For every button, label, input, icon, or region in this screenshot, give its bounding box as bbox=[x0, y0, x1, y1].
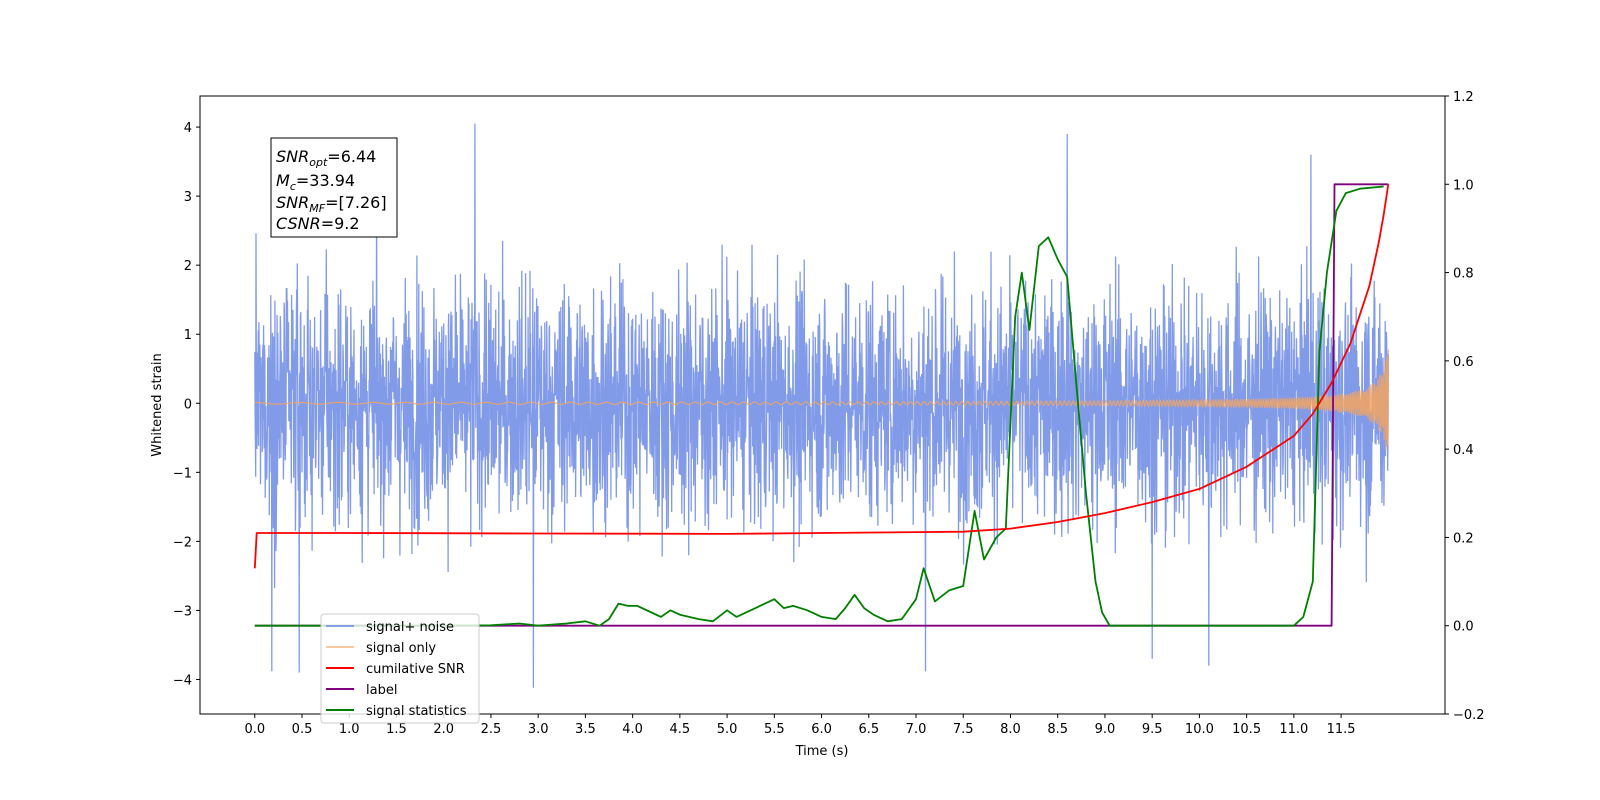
series-label bbox=[254, 183, 1389, 627]
y-tick-label-right: 0.8 bbox=[1453, 267, 1474, 282]
y-tick-label-left: −2 bbox=[173, 535, 192, 550]
series-layer bbox=[253, 123, 1390, 688]
metrics-annotation: SNRopt=6.44 Mc=33.94 SNRMF=[7.26] CSNR=9… bbox=[270, 137, 398, 238]
annotation-chirp-mass: Mc=33.94 bbox=[276, 171, 355, 193]
x-tick-label: 7.5 bbox=[953, 722, 974, 737]
y-tick-label-left: 3 bbox=[184, 190, 192, 205]
y-tick-label-left: −1 bbox=[173, 466, 192, 481]
x-tick-label: 11.5 bbox=[1327, 722, 1356, 737]
x-tick-label: 0.5 bbox=[292, 722, 313, 737]
x-tick-label: 5.0 bbox=[717, 722, 738, 737]
y-tick-label-right: 1.0 bbox=[1453, 178, 1474, 193]
plot-frame bbox=[199, 95, 1446, 715]
x-tick-label: 6.0 bbox=[811, 722, 832, 737]
ticks-layer: 0.0 0.5 1.0 1.5 2.0 2.5 3.0 3.5 4.0 4.5 5.0 5.5 6.0 6… bbox=[173, 90, 1485, 737]
x-tick-label: 6.5 bbox=[858, 722, 879, 737]
legend-label: signal+ noise bbox=[366, 620, 454, 635]
x-tick-label: 11.0 bbox=[1279, 722, 1308, 737]
x-axis-label: Time (s) bbox=[795, 744, 849, 759]
x-tick-label: 3.0 bbox=[528, 722, 549, 737]
x-tick-label: 9.0 bbox=[1095, 722, 1116, 737]
x-tick-label: 7.0 bbox=[906, 722, 927, 737]
x-tick-label: 4.0 bbox=[622, 722, 643, 737]
y-tick-label-right: 0.0 bbox=[1453, 620, 1474, 635]
x-tick-label: 1.0 bbox=[339, 722, 360, 737]
annotation-csnr: CSNR=9.2 bbox=[276, 214, 360, 233]
y-tick-label-left: 0 bbox=[184, 397, 192, 412]
legend: signal+ noise signal only cumilative SNR la… bbox=[320, 613, 480, 724]
annotation-snr-mf: SNRMF=[7.26] bbox=[276, 193, 387, 215]
x-tick-label: 3.5 bbox=[575, 722, 596, 737]
y-tick-label-left: 4 bbox=[184, 121, 192, 136]
x-tick-label: 8.5 bbox=[1047, 722, 1068, 737]
y-tick-label-left: 1 bbox=[184, 328, 192, 343]
x-tick-label: 8.0 bbox=[1000, 722, 1021, 737]
y-tick-label-right: −0.2 bbox=[1453, 708, 1485, 723]
annotation-frame bbox=[270, 137, 398, 238]
x-tick-label: 9.5 bbox=[1142, 722, 1163, 737]
legend-frame bbox=[320, 613, 480, 724]
y-tick-label-right: 0.2 bbox=[1453, 531, 1474, 546]
legend-label: cumilative SNR bbox=[366, 662, 465, 677]
x-tick-label: 2.5 bbox=[481, 722, 502, 737]
x-tick-label: 5.5 bbox=[764, 722, 785, 737]
legend-label: label bbox=[366, 683, 397, 698]
y-tick-label-right: 0.6 bbox=[1453, 355, 1474, 370]
y-tick-label-right: 1.2 bbox=[1453, 90, 1474, 105]
x-tick-label: 2.0 bbox=[433, 722, 454, 737]
series-signal-statistics bbox=[254, 185, 1384, 627]
series-cumilative-snr bbox=[253, 184, 1390, 569]
series-signal-noise bbox=[254, 123, 1389, 688]
x-tick-label: 1.5 bbox=[386, 722, 407, 737]
x-tick-label: 10.5 bbox=[1232, 722, 1261, 737]
y-tick-label-left: 2 bbox=[184, 259, 192, 274]
y-tick-label-left: −3 bbox=[173, 604, 192, 619]
y-tick-label-left: −4 bbox=[173, 673, 192, 688]
y-tick-label-right: 0.4 bbox=[1453, 443, 1474, 458]
x-tick-label: 0.0 bbox=[244, 722, 265, 737]
legend-label: signal only bbox=[366, 641, 436, 656]
legend-label: signal statistics bbox=[366, 704, 467, 719]
x-tick-label: 4.5 bbox=[670, 722, 691, 737]
annotation-snr-opt: SNRopt=6.44 bbox=[276, 147, 376, 169]
y-axis-label: Whitened strain bbox=[150, 353, 165, 456]
series-signal-only bbox=[254, 349, 1389, 450]
x-tick-label: 10.0 bbox=[1185, 722, 1214, 737]
